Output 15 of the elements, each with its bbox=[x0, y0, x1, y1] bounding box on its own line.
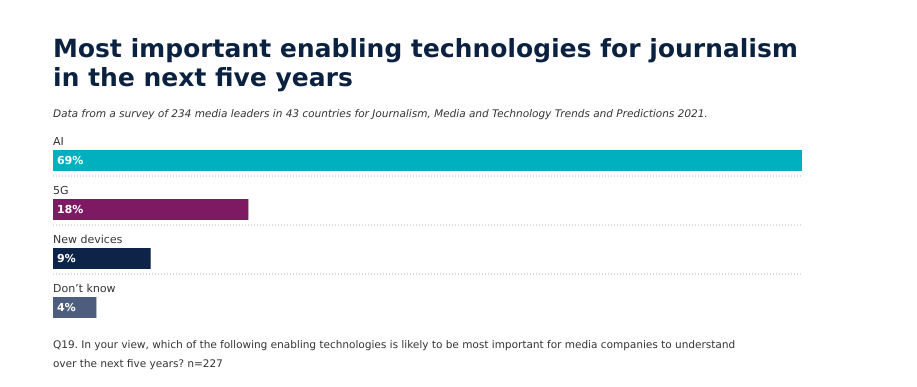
y-tick-label: 5G bbox=[53, 184, 69, 197]
data-label: 4% bbox=[57, 301, 76, 314]
bar bbox=[53, 150, 802, 171]
data-label: 18% bbox=[57, 203, 84, 216]
y-tick-label: AI bbox=[53, 135, 64, 148]
bar bbox=[53, 199, 248, 220]
chart-title: Most important enabling technologies for journalism in the next five years bbox=[53, 34, 798, 92]
y-tick-label: New devices bbox=[53, 233, 123, 246]
text: Q19. In your view, which of the following enabling technologies is likely to be most important for media companies to understand over the next five years? n=227 bbox=[53, 339, 736, 370]
chart-subtitle: Data from a survey of 234 media leaders in 43 countries for Journalism, Media and Technology Trends and Predictions 2021. bbox=[53, 108, 708, 120]
bar bbox=[53, 297, 96, 318]
y-tick-label: Don’t know bbox=[53, 282, 116, 295]
data-label: 69% bbox=[57, 154, 84, 167]
bar bbox=[53, 248, 151, 269]
data-label: 9% bbox=[57, 252, 76, 265]
